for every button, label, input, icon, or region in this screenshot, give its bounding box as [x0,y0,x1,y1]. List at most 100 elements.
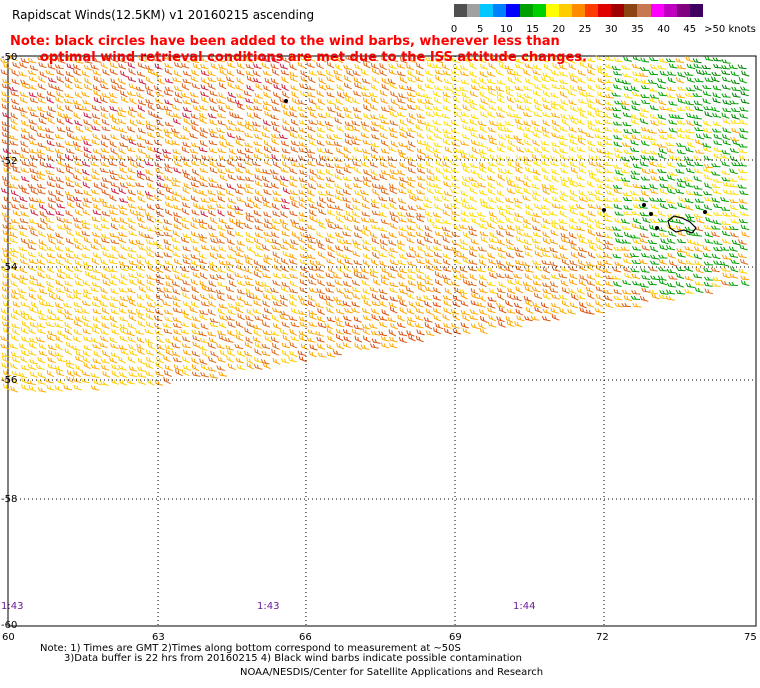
wind-barb [65,273,74,280]
wind-barb [577,138,586,146]
wind-barb [424,196,433,204]
wind-barb [173,85,183,92]
wind-barb [165,281,174,288]
wind-barb [398,225,408,232]
wind-barb [155,97,164,105]
wind-barb [390,323,399,330]
wind-barb [146,251,155,258]
wind-barb [137,313,146,321]
lat-label: -52 [1,156,17,167]
wind-barb [326,343,335,351]
wind-barb [542,266,551,274]
wind-barb [416,175,426,181]
wind-barb [487,197,497,204]
wind-barb [380,106,390,113]
wind-barb [254,237,262,245]
wind-barb [344,112,353,120]
wind-barb [353,90,362,97]
wind-barb [236,295,245,302]
wind-barb [380,169,390,176]
wind-barb [541,282,551,288]
wind-barb [245,168,254,176]
wind-barb [100,83,109,90]
wind-barb [207,82,216,90]
wind-barb [540,153,550,160]
wind-barb [91,301,101,308]
wind-barb [342,196,351,203]
wind-barb [614,211,624,216]
wind-barb [381,83,390,91]
wind-barb [37,153,46,161]
wind-barb [507,139,516,147]
wind-barb [531,217,540,224]
wind-barb [513,197,523,204]
wind-barb [181,83,190,91]
wind-barb [362,253,371,260]
wind-barb [525,78,534,85]
wind-barb [307,55,316,62]
wind-barb [640,268,650,273]
wind-barb [416,113,425,119]
legend-swatch [519,4,534,17]
wind-barb [101,188,110,196]
wind-barb [558,218,568,225]
wind-barb [558,294,568,300]
wind-barb [469,309,479,315]
wind-barb [468,266,477,272]
wind-barb [729,100,739,105]
wind-barb [488,288,498,295]
wind-barb [155,273,165,280]
wind-barb [208,147,218,154]
wind-barb [533,98,542,106]
wind-barb [216,77,226,83]
wind-barb [684,146,694,153]
wind-barb [55,287,65,293]
wind-barb [516,236,524,244]
wind-barb [514,321,523,328]
wind-barb [280,310,289,316]
wind-barb [192,62,201,70]
wind-barb [101,134,110,141]
wind-barb [388,251,396,259]
wind-barb [603,177,614,182]
wind-barb [29,306,37,314]
wind-barb [506,69,516,76]
wind-barb [379,173,388,181]
wind-barb [693,241,703,246]
wind-barb [73,69,81,76]
wind-barb [336,258,345,266]
wind-barb [182,349,192,356]
wind-barb [28,203,37,211]
wind-barb [209,322,219,328]
legend-tick-label: 10 [500,24,513,35]
wind-barb [684,71,694,76]
wind-barb [235,301,244,308]
wind-barb [380,148,390,154]
wind-barb [21,175,30,182]
wind-barb [253,299,262,307]
wind-barb [722,189,732,195]
wind-barb [56,272,65,280]
wind-barb [415,69,424,77]
wind-barb [326,351,336,358]
wind-barb [290,335,300,342]
wind-barb [371,183,381,190]
wind-barb [506,244,515,251]
wind-barb [190,195,199,203]
wind-barb [108,279,118,286]
wind-barb [496,316,505,322]
wind-barb [100,364,110,371]
wind-barb [640,252,650,258]
wind-barb [684,275,694,281]
wind-barb [460,322,469,329]
wind-barb [343,106,352,113]
wind-barb [370,168,378,176]
wind-barb [595,84,605,90]
wind-barb [362,328,371,336]
wind-barb [300,70,308,78]
wind-barb [298,225,308,232]
wind-barb [361,57,371,63]
wind-barb [325,287,334,293]
wind-barb [226,76,235,83]
wind-barb [657,143,667,148]
